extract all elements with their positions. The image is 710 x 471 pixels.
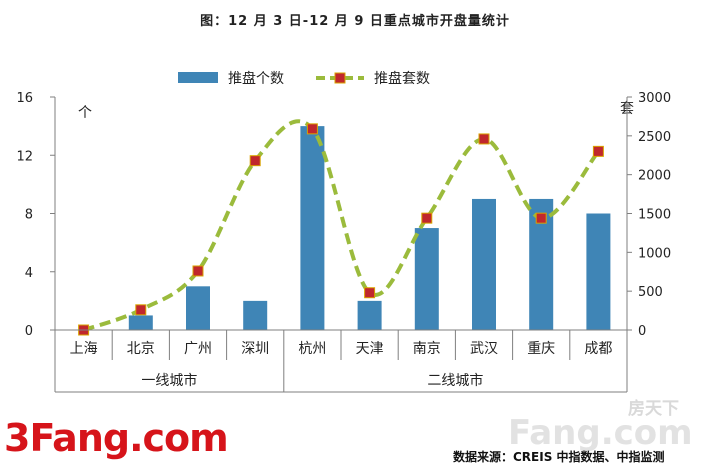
legend: 推盘个数 推盘套数 [178, 70, 430, 87]
legend-line-marker [334, 72, 346, 84]
point-成都 [592, 145, 604, 157]
left-tick-label: 12 [16, 149, 33, 164]
watermark-fang: 房天下 Fang.com [508, 398, 693, 452]
legend-line-label: 推盘套数 [374, 70, 430, 87]
left-tick-label: 16 [16, 91, 33, 106]
point-北京 [135, 304, 147, 316]
right-tick-label: 2500 [638, 130, 671, 145]
category-label: 杭州 [298, 341, 326, 357]
category-label: 天津 [356, 341, 384, 357]
point-重庆 [535, 212, 547, 224]
category-label: 重庆 [527, 341, 555, 357]
group-label: 一线城市 [141, 372, 197, 389]
bar-南京 [414, 228, 439, 330]
right-tick-label: 1000 [638, 246, 671, 261]
category-label: 南京 [413, 341, 441, 357]
point-天津 [364, 287, 376, 299]
bar-深圳 [243, 300, 268, 330]
right-tick-label: 3000 [638, 91, 671, 106]
logo-digit: 3 [4, 416, 30, 460]
series-line [82, 119, 600, 332]
group-label: 二线城市 [427, 372, 483, 389]
category-label: 上海 [70, 341, 98, 357]
bar-北京 [128, 315, 153, 330]
bar-广州 [186, 286, 210, 330]
category-label: 北京 [127, 341, 155, 357]
right-tick-label: 1500 [638, 208, 671, 223]
left-axis-unit: 个 [78, 105, 92, 121]
watermark-cn: 房天下 [628, 398, 679, 419]
category-label: 广州 [184, 341, 212, 357]
logo-word: Fang.com [29, 416, 228, 460]
logo-3fang: 3Fang.com [4, 416, 229, 460]
chart-title: 图：12 月 3 日-12 月 9 日重点城市开盘量统计 [200, 14, 510, 29]
right-tick-label: 2000 [638, 169, 671, 184]
legend-bar-label: 推盘个数 [228, 70, 284, 87]
category-label: 深圳 [241, 341, 269, 357]
right-tick-label: 500 [638, 285, 663, 300]
data-source: 数据来源：CREIS 中指数据、中指监测 [453, 450, 665, 464]
left-tick-label: 0 [25, 324, 33, 339]
point-南京 [421, 212, 433, 224]
point-武汉 [478, 133, 490, 145]
point-深圳 [249, 155, 261, 167]
category-label: 武汉 [470, 341, 498, 357]
point-杭州 [306, 123, 318, 135]
bar-杭州 [300, 126, 325, 330]
bar-天津 [357, 300, 382, 330]
category-label: 成都 [584, 341, 612, 357]
right-tick-label: 0 [638, 324, 646, 339]
bar-武汉 [472, 198, 496, 330]
point-广州 [192, 265, 204, 277]
watermark-en: Fang.com [508, 413, 693, 452]
legend-bar-swatch [178, 72, 218, 83]
left-tick-label: 8 [25, 208, 33, 223]
left-tick-label: 4 [25, 266, 33, 281]
bar-成都 [586, 213, 611, 330]
